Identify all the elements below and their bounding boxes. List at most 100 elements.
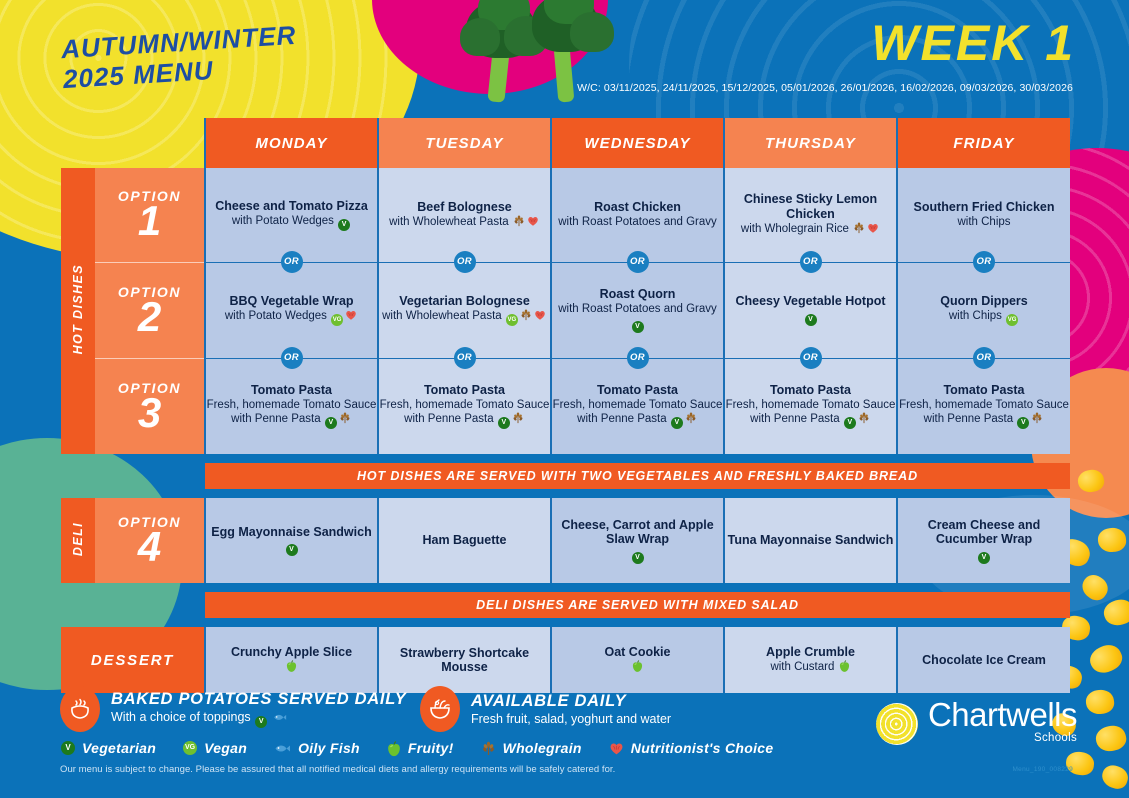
menu-cell[interactable]: Southern Fried Chicken with Chips OR (896, 168, 1070, 273)
dish-name: Egg Mayonnaise Sandwich (211, 524, 372, 539)
option-number: 1 (137, 197, 162, 245)
menu-cell[interactable]: Tomato Pasta Fresh, homemade Tomato Sauce… (550, 357, 724, 454)
menu-cell[interactable]: Quorn Dippers with Chips VG OR (896, 261, 1070, 369)
menu-cell[interactable]: Cheese, Carrot and Apple Slaw Wrap V (550, 498, 724, 583)
menu-cell[interactable]: Tomato Pasta Fresh, homemade Tomato Sauce… (896, 357, 1070, 454)
disclaimer-text: Our menu is subject to change. Please be… (60, 764, 616, 775)
dish-name: Apple Crumble (766, 644, 855, 659)
or-separator: OR (280, 346, 303, 369)
menu-cell[interactable]: Beef Bolognese with Wholewheat Pasta OR (377, 168, 551, 273)
menu-cell[interactable]: Oat Cookie (550, 627, 724, 693)
oily-fish-icon (274, 742, 291, 755)
fruity-icon (286, 660, 297, 673)
option-word: OPTION (117, 188, 182, 205)
menu-cell[interactable]: Egg Mayonnaise Sandwich V (204, 498, 378, 583)
category-label-deli: DELI (61, 498, 95, 583)
menu-cell[interactable]: Chinese Sticky Lemon Chicken with Wholegr… (723, 168, 897, 273)
dish-description: Fresh, homemade Tomato Sauce with Penne … (725, 399, 896, 430)
dish-description: Fresh, homemade Tomato Sauce with Penne … (206, 399, 377, 430)
or-separator: OR (453, 346, 476, 369)
menu-cell[interactable]: Tuna Mayonnaise Sandwich (723, 498, 897, 583)
vegetarian-icon: V (497, 417, 510, 430)
menu-cell[interactable]: Tomato Pasta Fresh, homemade Tomato Sauce… (377, 357, 551, 454)
menu-cell[interactable]: Tomato Pasta Fresh, homemade Tomato Sauce… (723, 357, 897, 454)
menu-cell[interactable]: BBQ Vegetable Wrap with Potato Wedges VG O… (204, 261, 378, 369)
wholegrain-icon (513, 215, 525, 227)
wholegrain-icon (853, 222, 865, 234)
vegetarian-icon: V (338, 218, 351, 231)
oily-fish-icon (273, 712, 287, 723)
legend-label: Wholegrain (502, 740, 582, 756)
legend-label: Fruity! (407, 740, 454, 756)
legend-item-vg: VG Vegan (182, 740, 247, 756)
legend-label: Oily Fish (298, 740, 360, 756)
vegetarian-icon: V (631, 551, 644, 564)
grid-gap (61, 618, 1070, 627)
menu-cell[interactable]: Cream Cheese and Cucumber Wrap V (896, 498, 1070, 583)
vegetarian-icon: V (631, 320, 644, 333)
legend-item-fruity: Fruity! (386, 740, 454, 756)
category-label-text: DELI (71, 521, 85, 557)
dish-description: Fresh, homemade Tomato Sauce with Penne … (379, 399, 550, 430)
dish-description (552, 660, 723, 675)
fruity-icon (839, 660, 850, 673)
vegetarian-icon: V (978, 551, 990, 564)
wholegrain-icon (1031, 412, 1043, 424)
day-header-thursday: THURSDAY (723, 118, 897, 168)
menu-cell[interactable]: Tomato Pasta Fresh, homemade Tomato Sauce… (204, 357, 378, 454)
nutritionists-choice-icon (527, 215, 539, 227)
category-label-hot-dishes: HOT DISHES (61, 168, 95, 454)
menu-cell[interactable]: Apple Crumble with Custard (723, 627, 897, 693)
hot-dishes-banner: HOT DISHES ARE SERVED WITH TWO VEGETABLE… (205, 463, 1070, 489)
week-label: WEEK 1 (871, 15, 1075, 71)
vegetarian-icon: V (804, 313, 817, 326)
broccoli-image (452, 0, 630, 122)
wholegrain-icon (685, 412, 697, 424)
vegetarian-icon: V (285, 544, 298, 557)
dish-description: with Wholegrain Rice (725, 222, 896, 237)
menu-cell[interactable]: Cheesy Vegetable Hotpot V OR (723, 261, 897, 369)
page-header: AUTUMN/WINTER 2025 MENU WEEK 1 W/C: 03/1… (0, 0, 1129, 118)
legend-item-fish: Oily Fish (273, 740, 360, 756)
dish-description: with Wholewheat Pasta (379, 215, 550, 230)
dish-name: Cheesy Vegetable Hotpot (735, 294, 886, 309)
menu-cell[interactable]: Strawberry Shortcake Mousse (377, 627, 551, 693)
dish-name: Vegetarian Bolognese (399, 293, 530, 308)
option-row-2: OPTION 2 BBQ Vegetable Wrap with Potato Wed… (61, 261, 1070, 369)
vegetarian-icon: V (1017, 417, 1030, 430)
dish-name: Cream Cheese and Cucumber Wrap (927, 517, 1041, 547)
dish-description: V (206, 540, 377, 557)
nutritionists-choice-icon (534, 309, 546, 321)
nutritionists-choice-icon (867, 222, 879, 234)
menu-cell[interactable]: Cheese and Tomato Pizza with Potato Wedge… (204, 168, 378, 273)
vegan-icon: VG (331, 314, 344, 327)
vegetarian-icon: V (670, 417, 683, 430)
menu-cell[interactable]: Vegetarian Bolognese with Wholewheat Past… (377, 261, 551, 369)
or-separator: OR (280, 250, 303, 273)
or-separator: OR (799, 346, 822, 369)
dish-description: V (552, 548, 723, 564)
dish-name: Cheese and Tomato Pizza (215, 199, 368, 213)
menu-cell[interactable]: Crunchy Apple Slice (204, 627, 378, 693)
dish-description: with Chips VG (898, 310, 1070, 326)
menu-cell[interactable]: Ham Baguette (377, 498, 551, 583)
menu-title: AUTUMN/WINTER 2025 MENU (60, 20, 299, 95)
menu-cell[interactable]: Chocolate Ice Cream (896, 627, 1070, 693)
menu-cell[interactable]: Roast Quorn with Roast Potatoes and Gravy… (550, 261, 724, 369)
option-label: OPTION 3 (95, 357, 205, 454)
vegan-icon: VG (505, 314, 518, 327)
dish-description: with Potato Wedges VG (206, 309, 377, 327)
dish-name: Tomato Pasta (423, 383, 506, 398)
day-header-friday: FRIDAY (896, 118, 1070, 168)
menu-cell[interactable]: Roast Chicken with Roast Potatoes and Gra… (550, 168, 724, 273)
fruity-icon (387, 740, 401, 756)
dish-name: Roast Chicken (594, 200, 681, 215)
option-word: OPTION (117, 514, 182, 531)
dish-name: Tomato Pasta (943, 383, 1025, 398)
deli-banner: DELI DISHES ARE SERVED WITH MIXED SALAD (205, 592, 1070, 618)
grid-gap (61, 454, 1070, 463)
nutritionists-choice-icon (345, 309, 357, 321)
salad-bowl-icon (420, 686, 460, 732)
dish-name: Roast Quorn (599, 287, 676, 302)
dish-name: Southern Fried Chicken (913, 200, 1055, 215)
